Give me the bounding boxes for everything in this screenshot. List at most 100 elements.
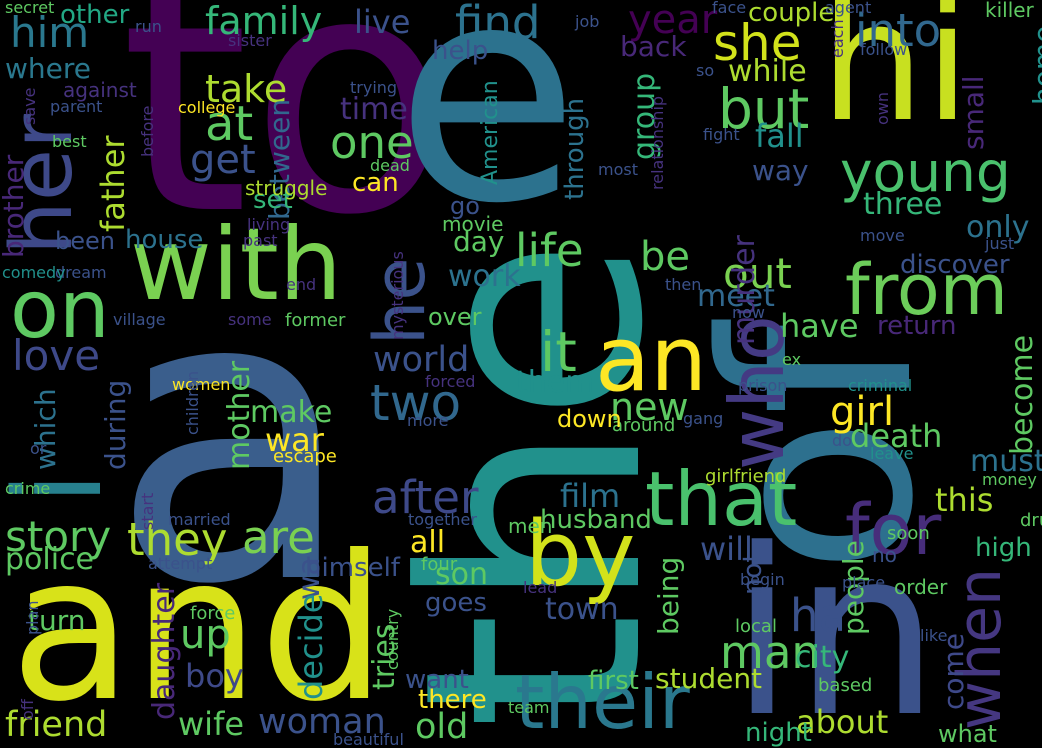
word-from: from: [845, 249, 1008, 331]
word-killer: killer: [985, 0, 1034, 22]
word-face: face: [712, 0, 747, 17]
word-husband: husband: [540, 505, 652, 535]
word-film: film: [560, 477, 621, 515]
word-live: live: [354, 3, 411, 41]
word-begin: begin: [740, 570, 785, 589]
word-set: set: [253, 185, 293, 215]
word-and: and: [10, 513, 387, 746]
word-return: return: [877, 311, 957, 341]
word-gang: gang: [683, 409, 724, 428]
word-own: own: [873, 91, 892, 125]
word-goes: goes: [425, 588, 487, 618]
word-back: back: [620, 30, 687, 63]
word-himself: himself: [305, 553, 400, 583]
word-leave: leave: [870, 444, 914, 463]
word-escape: escape: [273, 446, 337, 467]
word-one: one: [330, 116, 414, 169]
word-past: past: [243, 231, 278, 250]
word-what: what: [938, 720, 997, 748]
word-story: story: [5, 512, 112, 561]
word-prison: prison: [738, 376, 788, 395]
word-house: house: [125, 225, 204, 255]
word-run: run: [135, 17, 162, 36]
word-three: three: [863, 187, 943, 222]
word-woman: woman: [258, 702, 386, 742]
word-through: through: [560, 97, 590, 200]
word-way: way: [752, 154, 809, 187]
word-to: to: [120, 0, 452, 287]
word-trying: trying: [350, 78, 398, 97]
word-meet: meet: [697, 279, 775, 314]
word-become: become: [1005, 334, 1040, 455]
word-men: men: [508, 514, 553, 538]
word-four: four: [421, 554, 458, 575]
word-forced: forced: [425, 372, 476, 391]
word-their: their: [515, 658, 690, 746]
word-help: help: [432, 36, 489, 66]
word-village: village: [113, 310, 166, 329]
word-secret: secret: [5, 0, 55, 17]
word-will: will: [700, 530, 753, 568]
word-save: save: [20, 87, 39, 125]
word-fight: fight: [703, 125, 740, 144]
word-brother: brother: [0, 154, 30, 258]
word-find: find: [455, 0, 541, 49]
word-over: over: [428, 303, 482, 331]
word-then: then: [665, 275, 702, 294]
word-now: now: [732, 303, 766, 322]
word-at: at: [205, 96, 254, 152]
word-on: on: [10, 263, 110, 356]
word-first: first: [588, 666, 639, 696]
word-each: each: [828, 19, 847, 58]
word-friend: friend: [5, 705, 108, 745]
word-against: against: [63, 78, 137, 102]
word-off: off: [18, 699, 37, 720]
word-start: start: [138, 492, 157, 530]
word-children: children: [183, 370, 202, 435]
word-ha: ha: [790, 589, 847, 642]
word-young: young: [840, 140, 1011, 204]
word-no: no: [872, 543, 897, 567]
word-force: force: [190, 603, 236, 624]
word-drug: drug: [1020, 510, 1042, 531]
word-can: can: [352, 168, 399, 198]
word-soon: soon: [887, 523, 930, 544]
word-high: high: [975, 533, 1032, 563]
word-country: country: [383, 608, 402, 670]
word-go: go: [450, 192, 480, 220]
word-family: family: [205, 0, 323, 43]
word-hi: hi: [820, 0, 971, 158]
word-into: into: [855, 4, 942, 57]
word-boy: boy: [185, 657, 244, 695]
word-discover: discover: [900, 250, 1010, 280]
word-life: life: [515, 224, 584, 277]
word-parent: parent: [50, 97, 103, 116]
word-for: for: [845, 489, 942, 571]
word-home: home: [1027, 25, 1042, 105]
word-beautiful: beautiful: [333, 730, 404, 748]
word-based: based: [818, 675, 873, 696]
word-night: night: [745, 718, 812, 748]
word-so: so: [696, 61, 715, 80]
word-women: women: [172, 375, 231, 394]
word-old: old: [415, 707, 469, 747]
word-girl: girl: [830, 389, 895, 435]
word-team: team: [508, 698, 550, 717]
word-this: this: [935, 481, 994, 519]
word-war: war: [265, 421, 324, 459]
word-where: where: [5, 52, 91, 85]
word-more: more: [407, 411, 449, 430]
word-while: while: [728, 54, 807, 89]
word-follow: follow: [860, 40, 908, 59]
word-be: be: [640, 234, 690, 280]
word-movie: movie: [442, 212, 504, 236]
word-are: are: [242, 511, 315, 564]
word-end: end: [286, 275, 317, 294]
word-man: man: [720, 626, 820, 679]
word-crime: crime: [5, 479, 51, 498]
word-former: former: [285, 310, 346, 331]
word-been: been: [55, 227, 115, 255]
word-best: best: [52, 132, 87, 151]
word-small: small: [957, 75, 990, 150]
